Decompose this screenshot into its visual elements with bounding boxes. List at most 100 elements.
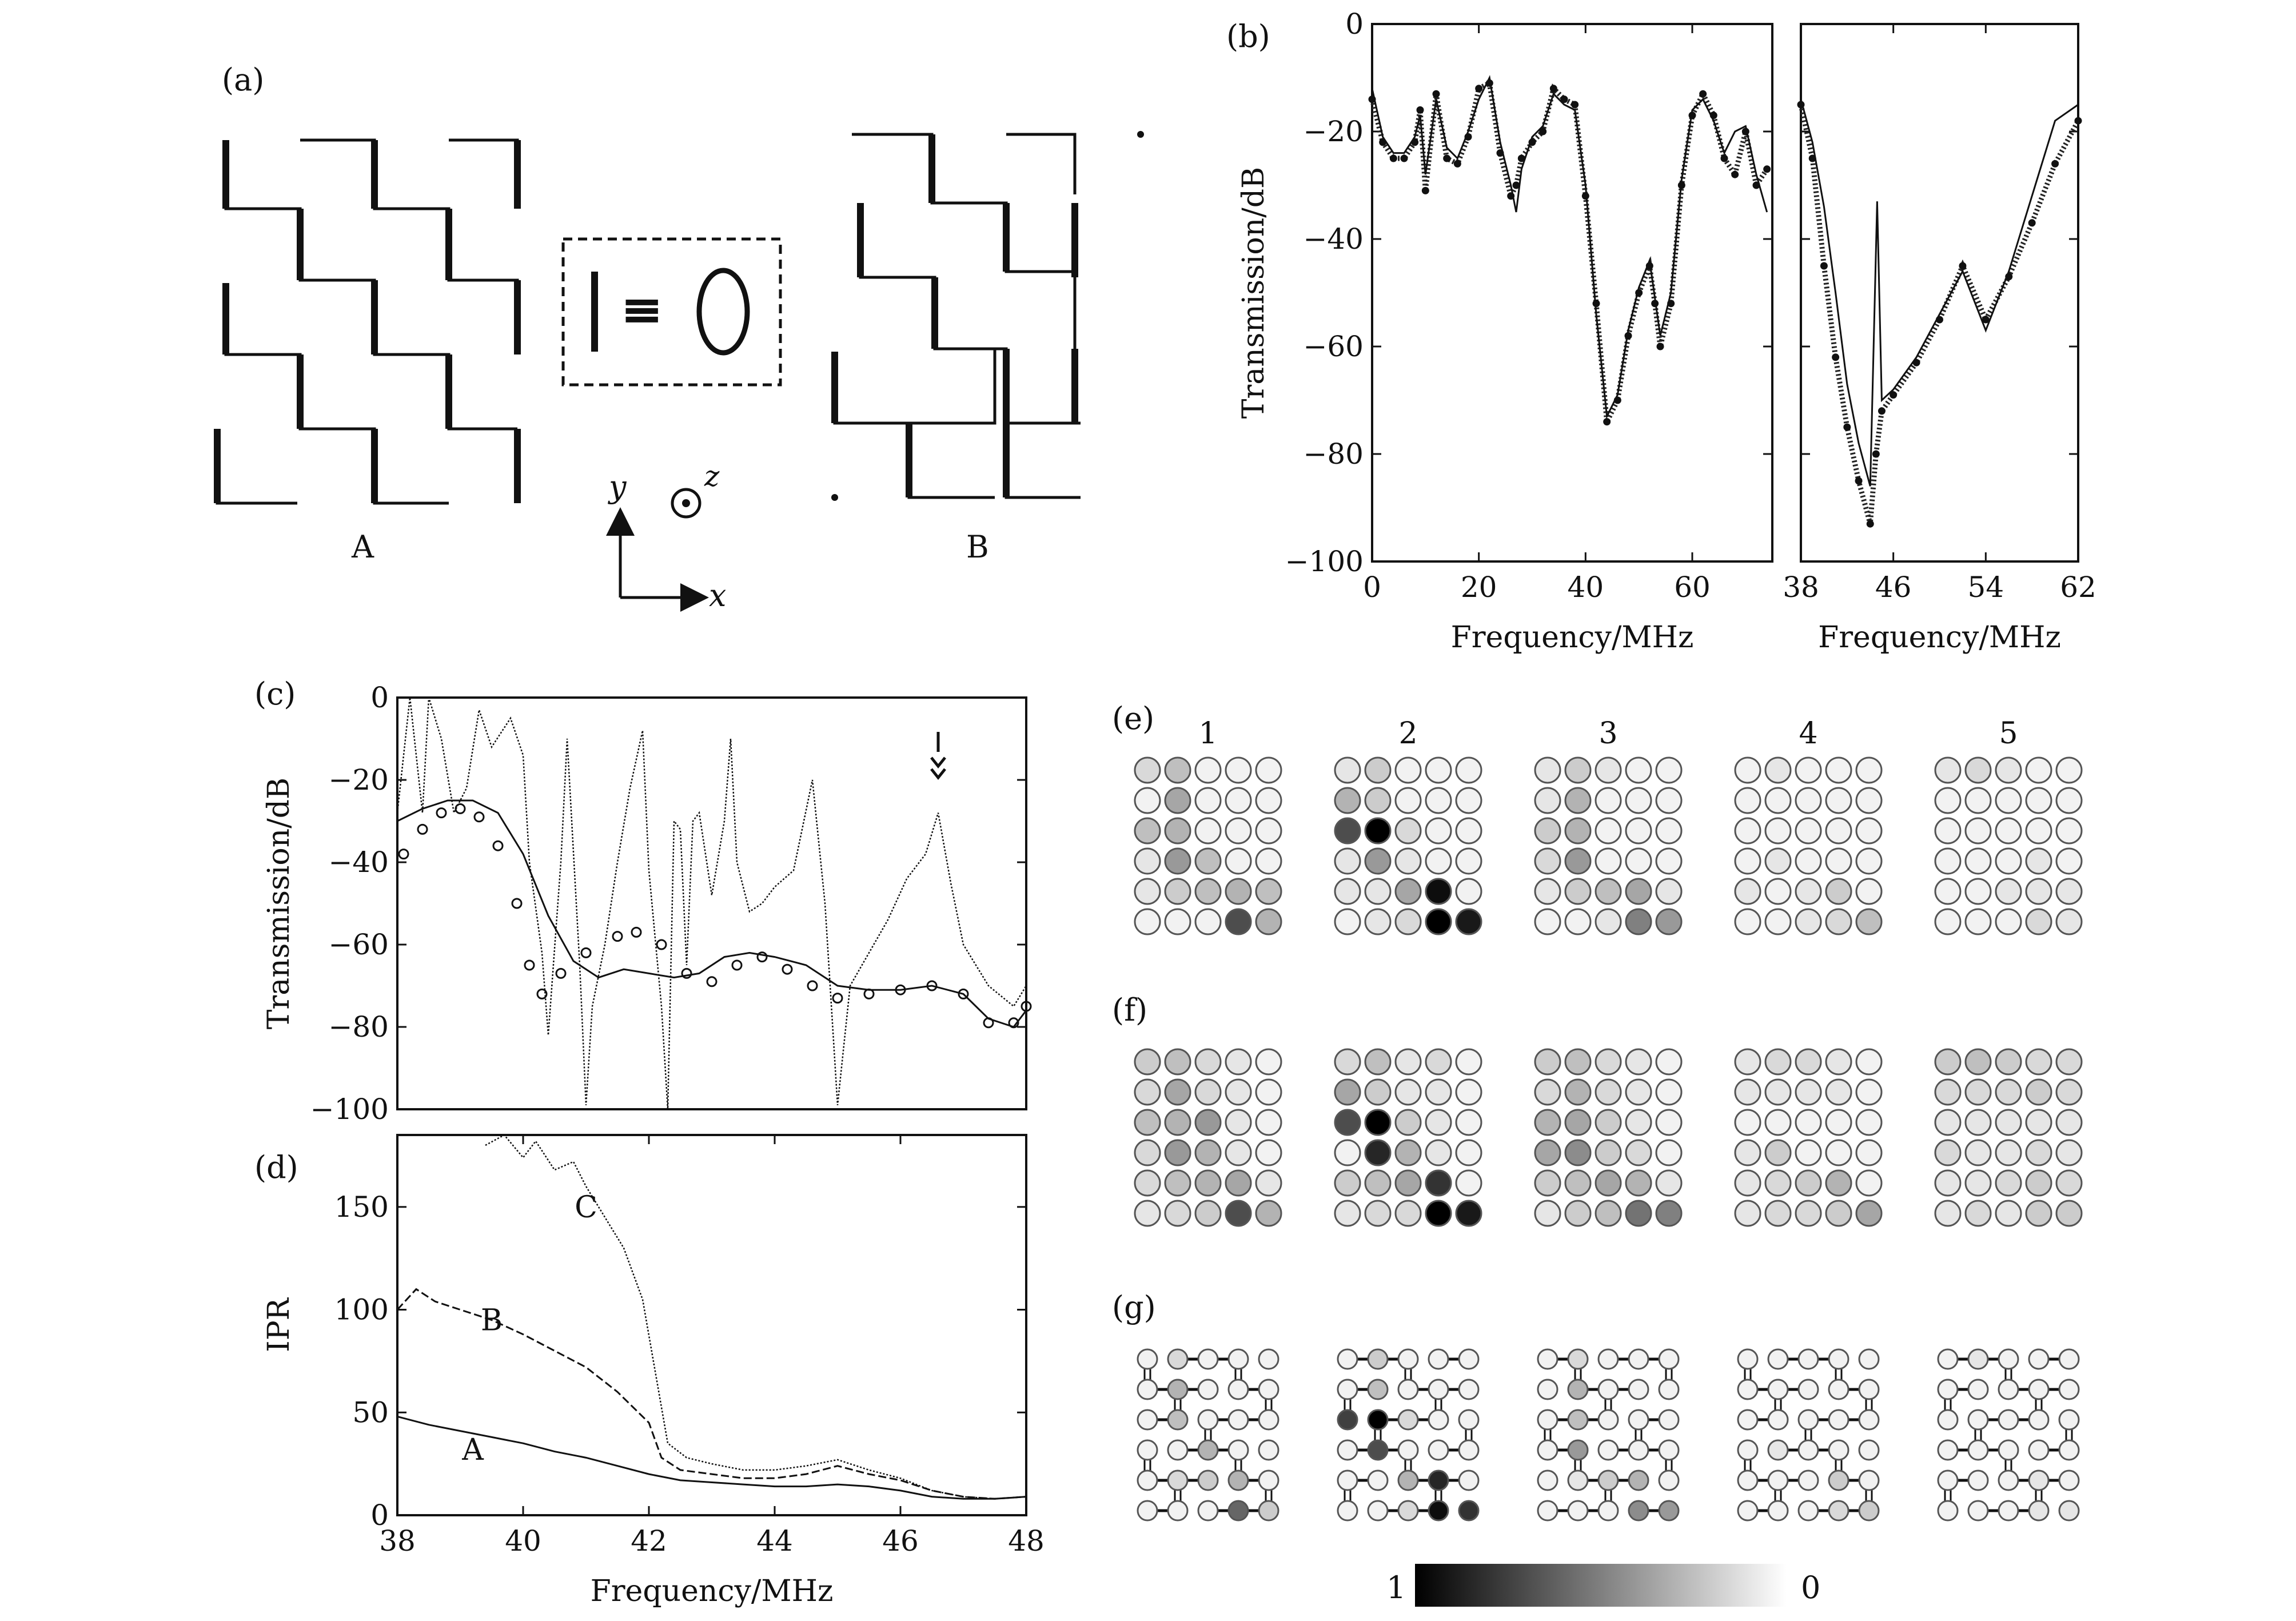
lattice-site [1998,1439,2019,1461]
series-circles [398,803,1032,1029]
lattice-site [1795,908,1822,935]
lattice-site [1564,787,1592,814]
lattice-site [1364,756,1392,784]
grid-e-5 [1934,756,2083,935]
lattice-site [1394,787,1422,814]
series-line [1371,75,1768,420]
lattice-b [833,133,1081,499]
lattice-site [1855,908,1883,935]
x-tick-label: 60 [1674,571,1711,604]
lattice-site [1825,756,1852,784]
lattice-site [1855,847,1883,875]
data-point [631,926,642,938]
lattice-site [1337,1409,1358,1431]
lattice-site [1367,1348,1389,1370]
lattice-site [1227,1439,1249,1461]
lattice-site [1334,908,1361,935]
lattice-site [1227,1500,1249,1522]
lattice-site [1394,1139,1422,1166]
lattice-site [1937,1439,1959,1461]
grid-panel-e [1134,756,2083,935]
lattice-site [1825,787,1852,814]
lattice-site [1364,1109,1392,1136]
lattice-site [1628,1439,1649,1461]
lattice-site [1595,817,1622,845]
lattice-site [1737,1379,1759,1400]
grid-f-3 [1534,1048,1683,1227]
lattice-site [1364,1078,1392,1106]
lattice-site [2055,1109,2083,1136]
lattice-site [1655,1169,1683,1197]
lattice-site [1998,1469,2019,1491]
data-point [1855,477,1863,485]
column-label: 4 [1799,716,1817,751]
lattice-site [1227,1348,1249,1370]
lattice-b-thick [831,134,1078,497]
lattice-site [1534,1200,1561,1227]
lattice-site [1458,1469,1480,1491]
x-axis-label: Frequency/MHz [1818,620,2061,655]
y-tick-label: −100 [1285,545,1364,578]
lattice-site [1425,1169,1452,1197]
data-point [1400,154,1408,162]
lattice-site [2025,1109,2052,1136]
lattice-site [1458,1439,1480,1461]
lattice-site [2055,1078,2083,1106]
data-point [958,988,969,999]
lattice-site [1995,847,2022,875]
lattice-site [1795,817,1822,845]
lattice-site [1734,1169,1761,1197]
lattice-site [1455,756,1482,784]
lattice-site [1164,1109,1191,1136]
lattice-site [1628,1469,1649,1491]
lattice-site [1455,908,1482,935]
y-tick-label: −20 [1303,115,1364,148]
lattice-site [1767,1439,1789,1461]
lattice-site [1227,1469,1249,1491]
series-b [396,1288,1027,1500]
axis-z-label: z [704,460,720,493]
lattice-site [1258,1500,1279,1522]
lattice-site [1625,878,1652,905]
x-tick-label: 48 [1008,1524,1045,1558]
lattice-site [1194,756,1222,784]
data-point [1699,90,1707,98]
lattice-b-label: B [966,529,989,565]
grid-e-2 [1334,756,1482,935]
lattice-site [1625,847,1652,875]
lattice-site [1197,1469,1219,1491]
lattice-site [1764,908,1792,935]
lattice-site [1425,1109,1452,1136]
lattice-site [1855,756,1883,784]
lattice-site [1567,1409,1589,1431]
lattice-site [1737,1409,1759,1431]
lattice-site [1995,878,2022,905]
lattice-site [1134,756,1161,784]
lattice-site [1764,817,1792,845]
lattice-site [1995,1078,2022,1106]
lattice-site [1537,1439,1558,1461]
lattice-site [2055,756,2083,784]
lattice-site [1597,1379,1619,1400]
lattice-site [1167,1439,1189,1461]
lattice-a [216,138,519,505]
lattice-site [1455,847,1482,875]
lattice-site [1134,817,1161,845]
colorbar-gradient [1415,1564,1787,1607]
plot-frame [1800,23,2079,563]
lattice-site [1137,1348,1158,1370]
lattice-site [1227,1379,1249,1400]
y-tick-label: −80 [328,1010,389,1044]
data-point [580,947,592,958]
panel-c-label: (c) [254,676,296,712]
lattice-site [1828,1500,1849,1522]
y-tick-label: −100 [310,1093,389,1126]
lattice-site [1858,1469,1880,1491]
data-point [706,976,718,987]
lattice-site [1164,878,1191,905]
lattice-site [1458,1348,1480,1370]
lattice-site [1564,817,1592,845]
lattice-site [1425,1200,1452,1227]
lattice-site [1364,847,1392,875]
lattice-site [1134,1169,1161,1197]
